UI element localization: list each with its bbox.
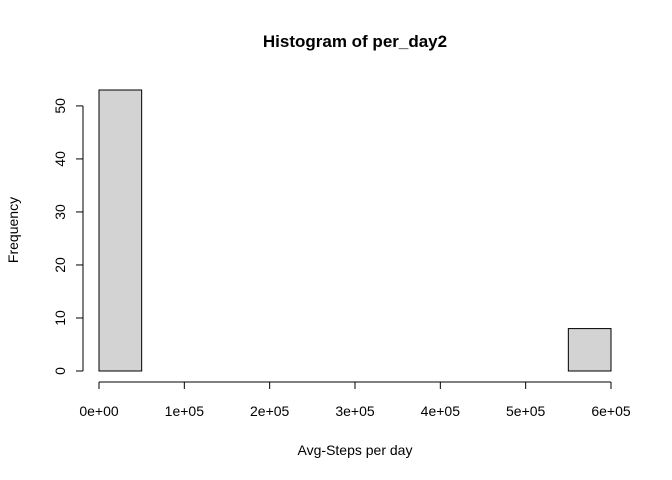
x-tick-label: 4e+05 bbox=[421, 403, 461, 419]
x-axis: 0e+00 1e+05 2e+05 3e+05 4e+05 5e+05 6e+05 bbox=[79, 381, 631, 419]
x-tick-label: 5e+05 bbox=[506, 403, 546, 419]
y-axis-label: Frequency bbox=[5, 197, 21, 263]
y-axis: 0 10 20 30 40 50 bbox=[52, 98, 84, 375]
x-tick-label: 3e+05 bbox=[335, 403, 375, 419]
histogram-bar bbox=[98, 89, 143, 372]
y-tick-label: 10 bbox=[52, 310, 68, 326]
x-tick-label: 0e+00 bbox=[79, 403, 119, 419]
x-axis-label: Avg-Steps per day bbox=[298, 442, 413, 458]
x-tick-label: 2e+05 bbox=[250, 403, 290, 419]
y-tick-label: 20 bbox=[52, 257, 68, 273]
y-tick-label: 30 bbox=[52, 204, 68, 220]
bars-group bbox=[98, 89, 612, 372]
y-tick-label: 40 bbox=[52, 151, 68, 167]
x-tick-label: 1e+05 bbox=[165, 403, 205, 419]
x-tick-label: 6e+05 bbox=[591, 403, 631, 419]
y-tick-label: 0 bbox=[52, 367, 68, 375]
y-tick-label: 50 bbox=[52, 98, 68, 114]
histogram-bar bbox=[567, 328, 612, 372]
chart-title: Histogram of per_day2 bbox=[263, 32, 447, 51]
